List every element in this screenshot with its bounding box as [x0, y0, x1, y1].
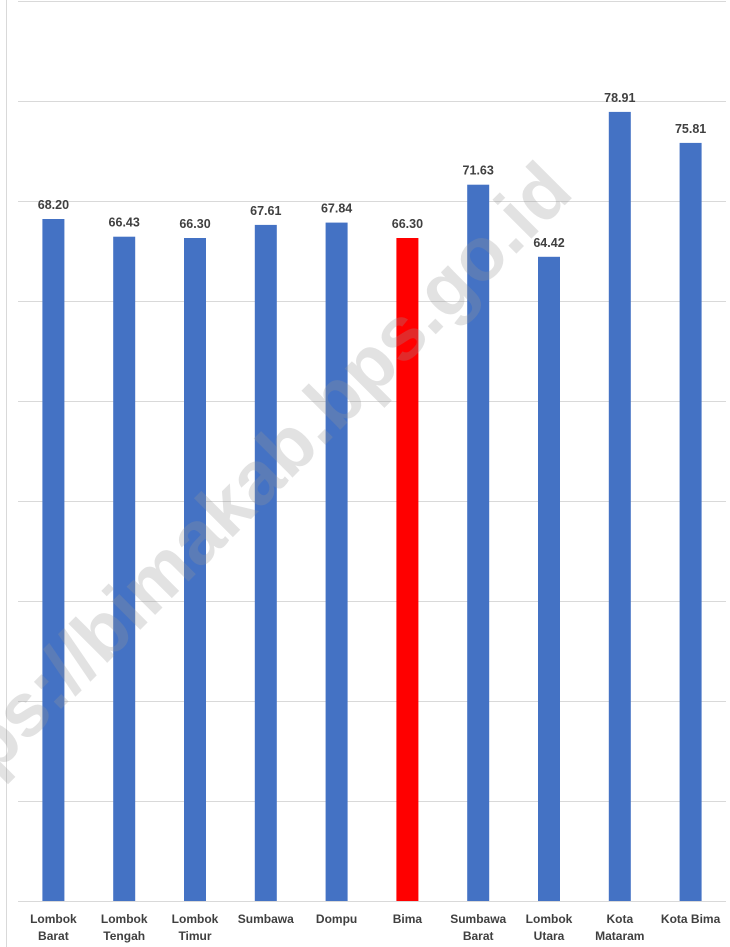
bar-lombok-tengah	[113, 236, 136, 901]
category-label-line: Lombok	[101, 912, 148, 926]
data-label: 68.20	[38, 198, 69, 212]
data-label: 64.42	[533, 236, 564, 250]
category-label-line: Lombok	[526, 912, 573, 926]
data-label: 78.91	[604, 91, 635, 105]
category-label: Lombok Tengah	[101, 912, 148, 943]
bar-sumbawa-barat	[467, 184, 490, 901]
bar-kota-mataram	[608, 111, 631, 901]
category-label-line: Kota	[606, 912, 633, 926]
bar-lombok-utara	[538, 256, 560, 901]
bar-bima	[396, 238, 419, 901]
category-label-line: Sumbawa	[450, 912, 506, 926]
category-label-line: Barat	[38, 929, 69, 943]
data-label: 67.84	[321, 202, 352, 216]
data-label: 66.30	[392, 217, 423, 231]
bar-dompu	[325, 222, 348, 902]
data-labels: 68.20 66.43 66.30 67.61 67.84 66.30 71.63 64.42…	[38, 91, 707, 250]
category-label-line: Kota Bima	[661, 912, 721, 926]
category-label: Sumbawa	[238, 912, 294, 926]
category-label-line: Dompu	[316, 912, 357, 926]
bars	[42, 111, 702, 902]
data-label: 67.61	[250, 204, 281, 218]
category-label: Lombok Timur	[172, 912, 219, 943]
category-labels: Lombok Barat Lombok Tengah Lombok Timur Sumbaw…	[30, 912, 721, 943]
gridlines	[6, 0, 726, 947]
category-label-line: Barat	[463, 929, 494, 943]
category-label-line: Timur	[178, 929, 211, 943]
category-label-line: Bima	[393, 912, 423, 926]
category-label-line: Lombok	[172, 912, 219, 926]
category-label-line: Utara	[534, 929, 565, 943]
category-label-line: Sumbawa	[238, 912, 294, 926]
category-label: Sumbawa Barat	[450, 912, 506, 943]
category-label: Dompu	[316, 912, 357, 926]
bar-sumbawa	[254, 224, 277, 901]
data-label: 66.43	[109, 216, 140, 230]
category-label-line: Tengah	[103, 929, 145, 943]
data-label: 66.30	[179, 217, 210, 231]
data-label: 75.81	[675, 122, 706, 136]
category-label-line: Mataram	[595, 929, 644, 943]
category-label-line: Lombok	[30, 912, 77, 926]
category-label: Kota Bima	[661, 912, 721, 926]
bar-lombok-timur	[184, 238, 206, 901]
data-label: 71.63	[463, 164, 494, 178]
category-label: Lombok Utara	[526, 912, 573, 943]
bar-lombok-barat	[42, 219, 65, 901]
bar-kota-bima	[679, 142, 702, 901]
category-label: Lombok Barat	[30, 912, 77, 943]
category-label: Kota Mataram	[595, 912, 644, 943]
category-label: Bima	[393, 912, 423, 926]
